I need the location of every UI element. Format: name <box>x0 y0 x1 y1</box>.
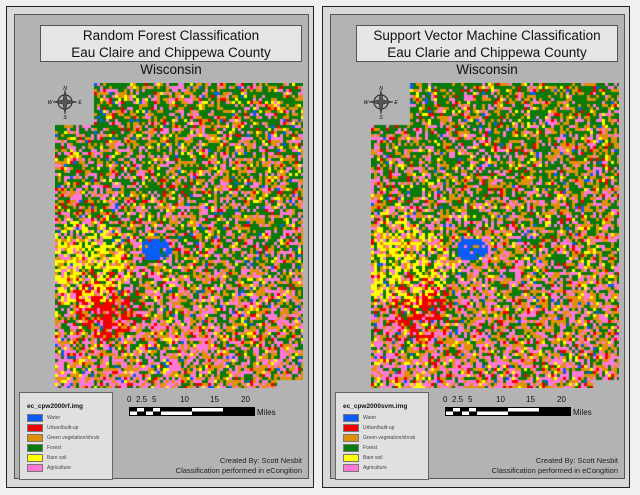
legend-swatch <box>343 434 359 442</box>
legend-item: Forest <box>27 443 112 453</box>
legend-label: Urban/built-up <box>47 425 79 431</box>
legend-item: Bare soil <box>343 453 428 463</box>
map-legend: ec_cpw2000svm.img Water Urban/built-up Gre… <box>335 392 429 480</box>
scale-bar-graphic <box>129 407 255 416</box>
classification-map <box>371 83 619 388</box>
scale-tick: 5 <box>468 395 473 404</box>
scale-tick: 20 <box>241 395 250 404</box>
north-arrow-compass-icon: N S E W <box>364 86 398 119</box>
scale-tick: 5 <box>152 395 157 404</box>
legend-title: ec_cpw2000rf.img <box>27 403 84 410</box>
legend-item: Water <box>343 413 428 423</box>
legend-label: Water <box>47 415 61 421</box>
legend-label: Urban/built-up <box>363 425 395 431</box>
map-frame: Support Vector Machine Classification Ea… <box>330 14 625 480</box>
legend-label: Agriculture <box>47 465 71 471</box>
compass-s: S <box>63 115 67 119</box>
legend-item: Urban/built-up <box>27 423 112 433</box>
legend-label: Bare soil <box>363 455 383 461</box>
legend-label: Bare soil <box>47 455 67 461</box>
classification-note: Classification performed in eCongition <box>175 466 302 475</box>
compass-e: E <box>78 100 82 106</box>
created-by: Created By: Scott Nesbit <box>535 456 618 465</box>
north-arrow-compass-icon: N S E W <box>48 86 82 119</box>
legend-swatch <box>27 434 43 442</box>
map-legend: ec_cpw2000rf.img Water Urban/built-up Gree… <box>19 392 113 480</box>
scale-tick: 0 <box>443 395 448 404</box>
legend-label: Green vegetation/shrub <box>47 435 100 441</box>
title-line-1: Support Vector Machine Classification <box>373 28 601 43</box>
legend-item: Urban/built-up <box>343 423 428 433</box>
legend-swatch <box>343 454 359 462</box>
legend-swatch <box>343 424 359 432</box>
title-line-2: Eau Claire and Chippewa County Wisconsin <box>71 45 271 77</box>
scale-tick: 2.5 <box>452 395 464 404</box>
legend-label: Green vegetation/shrub <box>363 435 416 441</box>
classification-note: Classification performed in eCongition <box>491 466 618 475</box>
legend-swatch <box>343 464 359 472</box>
classification-map <box>55 83 303 388</box>
compass-n: N <box>63 86 67 92</box>
compass-e: E <box>394 100 398 106</box>
legend-item: Green vegetation/shrub <box>27 433 112 443</box>
compass-s: S <box>379 115 383 119</box>
title-line-1: Random Forest Classification <box>82 28 260 43</box>
map-title: Support Vector Machine Classification Ea… <box>356 25 618 77</box>
legend-swatch <box>27 464 43 472</box>
scale-bar: 0 2.5 5 10 15 20 Miles <box>125 395 276 425</box>
scale-tick: 10 <box>496 395 505 404</box>
title-line-2: Eau Clarie and Chippewa County Wisconsin <box>387 45 587 77</box>
scale-tick: 0 <box>127 395 132 404</box>
map-frame: Random Forest Classification Eau Claire … <box>14 14 309 480</box>
map-layout-panel: Random Forest Classification Eau Claire … <box>6 6 314 488</box>
map-layout-panel: Support Vector Machine Classification Ea… <box>322 6 630 488</box>
scale-tick: 15 <box>526 395 535 404</box>
map-title: Random Forest Classification Eau Claire … <box>40 25 302 77</box>
legend-item: Bare soil <box>27 453 112 463</box>
legend-item: Water <box>27 413 112 423</box>
legend-item: Agriculture <box>343 463 428 473</box>
compass-w: W <box>48 100 54 106</box>
scale-tick: 15 <box>210 395 219 404</box>
scale-tick: 20 <box>557 395 566 404</box>
legend-swatch <box>27 444 43 452</box>
scale-unit: Miles <box>573 408 592 417</box>
created-by: Created By: Scott Nesbit <box>219 456 302 465</box>
legend-swatch <box>27 414 43 422</box>
legend-item: Forest <box>343 443 428 453</box>
scale-tick: 10 <box>180 395 189 404</box>
legend-swatch <box>27 454 43 462</box>
legend-label: Agriculture <box>363 465 387 471</box>
legend-swatch <box>27 424 43 432</box>
legend-swatch <box>343 444 359 452</box>
legend-item: Agriculture <box>27 463 112 473</box>
compass-w: W <box>364 100 370 106</box>
credits: Created By: Scott Nesbit Classification … <box>176 456 302 476</box>
legend-swatch <box>343 414 359 422</box>
legend-label: Forest <box>47 445 62 451</box>
credits: Created By: Scott Nesbit Classification … <box>492 456 618 476</box>
scale-bar: 0 2.5 5 10 15 20 Miles <box>441 395 592 425</box>
legend-label: Forest <box>363 445 378 451</box>
scale-bar-graphic <box>445 407 571 416</box>
legend-item: Green vegetation/shrub <box>343 433 428 443</box>
scale-tick: 2.5 <box>136 395 148 404</box>
compass-n: N <box>379 86 383 92</box>
legend-title: ec_cpw2000svm.img <box>343 403 408 410</box>
legend-label: Water <box>363 415 377 421</box>
scale-unit: Miles <box>257 408 276 417</box>
